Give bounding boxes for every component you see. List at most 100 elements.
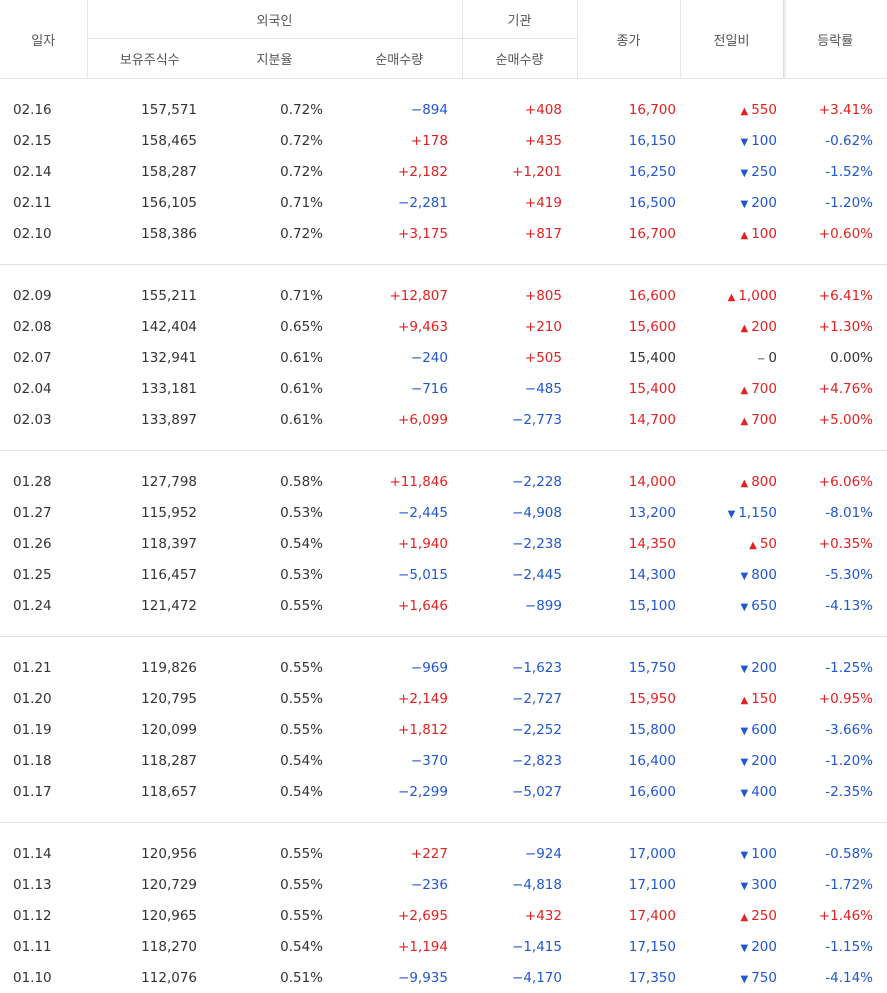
close-text: 15,400 (629, 381, 676, 397)
cell-inst-net: −2,445 (462, 559, 577, 590)
foreign-net-text: +178 (411, 133, 448, 149)
header-foreign-net: 순매수량 (337, 39, 462, 79)
cell-date: 01.28 (0, 466, 87, 497)
down-triangle-icon: ▼ (741, 168, 749, 179)
change-text: 800 (751, 474, 777, 490)
inst-net-text: −2,773 (512, 412, 562, 428)
ratio-text: 0.72% (280, 133, 323, 149)
rate-text: +0.60% (819, 226, 873, 242)
foreign-net-text: −370 (411, 753, 448, 769)
close-text: 16,500 (629, 195, 676, 211)
ratio-text: 0.55% (280, 722, 323, 738)
inst-net-text: −2,727 (512, 691, 562, 707)
cell-foreign-net: −969 (337, 652, 462, 683)
cell-date: 02.11 (0, 187, 87, 218)
cell-foreign-net: +2,182 (337, 156, 462, 187)
close-text: 15,950 (629, 691, 676, 707)
close-text: 16,600 (629, 288, 676, 304)
inst-net-text: −4,818 (512, 877, 562, 893)
cell-foreign-net: +11,846 (337, 466, 462, 497)
cell-date: 01.12 (0, 900, 87, 931)
date-text: 02.04 (13, 381, 52, 397)
change-wrap: ▼200 (741, 753, 780, 769)
foreign-net-text: +2,182 (398, 164, 448, 180)
foreign-net-text: +1,940 (398, 536, 448, 552)
cell-change: ▼200 (680, 652, 783, 683)
cell-close: 17,000 (577, 838, 680, 869)
cell-close: 14,000 (577, 466, 680, 497)
cell-foreign-net: −2,281 (337, 187, 462, 218)
date-text: 02.07 (13, 350, 52, 366)
inst-net-text: −899 (525, 598, 562, 614)
cell-inst-net: −2,727 (462, 683, 577, 714)
cell-foreign-net: +227 (337, 838, 462, 869)
cell-rate: -2.35% (783, 776, 887, 807)
cell-foreign-net: +2,149 (337, 683, 462, 714)
foreign-net-text: −240 (411, 350, 448, 366)
change-text: 700 (751, 412, 777, 428)
ratio-text: 0.71% (280, 195, 323, 211)
ratio-text: 0.61% (280, 381, 323, 397)
holdings-text: 118,270 (141, 939, 197, 955)
cell-inst-net: +505 (462, 342, 577, 373)
cell-foreign-net: −370 (337, 745, 462, 776)
ratio-text: 0.72% (280, 164, 323, 180)
cell-ratio: 0.71% (212, 280, 337, 311)
change-text: 100 (751, 226, 777, 242)
cell-inst-net: −1,415 (462, 931, 577, 962)
holdings-text: 158,386 (141, 226, 197, 242)
ratio-text: 0.51% (280, 970, 323, 986)
cell-date: 01.27 (0, 497, 87, 528)
cell-foreign-net: +12,807 (337, 280, 462, 311)
cell-date: 02.16 (0, 94, 87, 125)
cell-change: ▼200 (680, 931, 783, 962)
cell-ratio: 0.55% (212, 714, 337, 745)
change-text: 550 (751, 102, 777, 118)
change-wrap: ▲700 (741, 381, 780, 397)
close-text: 15,100 (629, 598, 676, 614)
cell-close: 15,400 (577, 342, 680, 373)
cell-change: ▼600 (680, 714, 783, 745)
group-divider (0, 621, 887, 637)
header-holdings: 보유주식수 (87, 39, 212, 79)
rate-text: -3.66% (825, 722, 873, 738)
cell-change: ▲200 (680, 311, 783, 342)
inst-net-text: +408 (525, 102, 562, 118)
cell-ratio: 0.55% (212, 590, 337, 621)
cell-rate: -1.52% (783, 156, 887, 187)
close-text: 16,150 (629, 133, 676, 149)
cell-close: 15,400 (577, 373, 680, 404)
down-triangle-icon: ▼ (741, 788, 749, 799)
up-triangle-icon: ▲ (728, 292, 736, 303)
foreign-net-text: −2,445 (398, 505, 448, 521)
rate-text: -2.35% (825, 784, 873, 800)
cell-close: 14,700 (577, 404, 680, 435)
date-text: 01.14 (13, 846, 52, 862)
cell-ratio: 0.58% (212, 466, 337, 497)
holdings-text: 158,465 (141, 133, 197, 149)
cell-change: ▲700 (680, 373, 783, 404)
cell-rate: +1.46% (783, 900, 887, 931)
date-text: 01.21 (13, 660, 52, 676)
inst-net-text: −4,908 (512, 505, 562, 521)
change-wrap: ▲50 (749, 536, 780, 552)
close-text: 17,100 (629, 877, 676, 893)
rate-text: -1.52% (825, 164, 873, 180)
cell-rate: -1.20% (783, 745, 887, 776)
down-triangle-icon: ▼ (741, 757, 749, 768)
cell-change: ▼100 (680, 838, 783, 869)
cell-ratio: 0.55% (212, 683, 337, 714)
foreign-net-text: +2,695 (398, 908, 448, 924)
cell-close: 17,100 (577, 869, 680, 900)
change-text: 100 (751, 133, 777, 149)
foreign-net-text: −969 (411, 660, 448, 676)
ratio-text: 0.55% (280, 908, 323, 924)
change-text: 250 (751, 164, 777, 180)
change-wrap: ▲1,000 (728, 288, 780, 304)
